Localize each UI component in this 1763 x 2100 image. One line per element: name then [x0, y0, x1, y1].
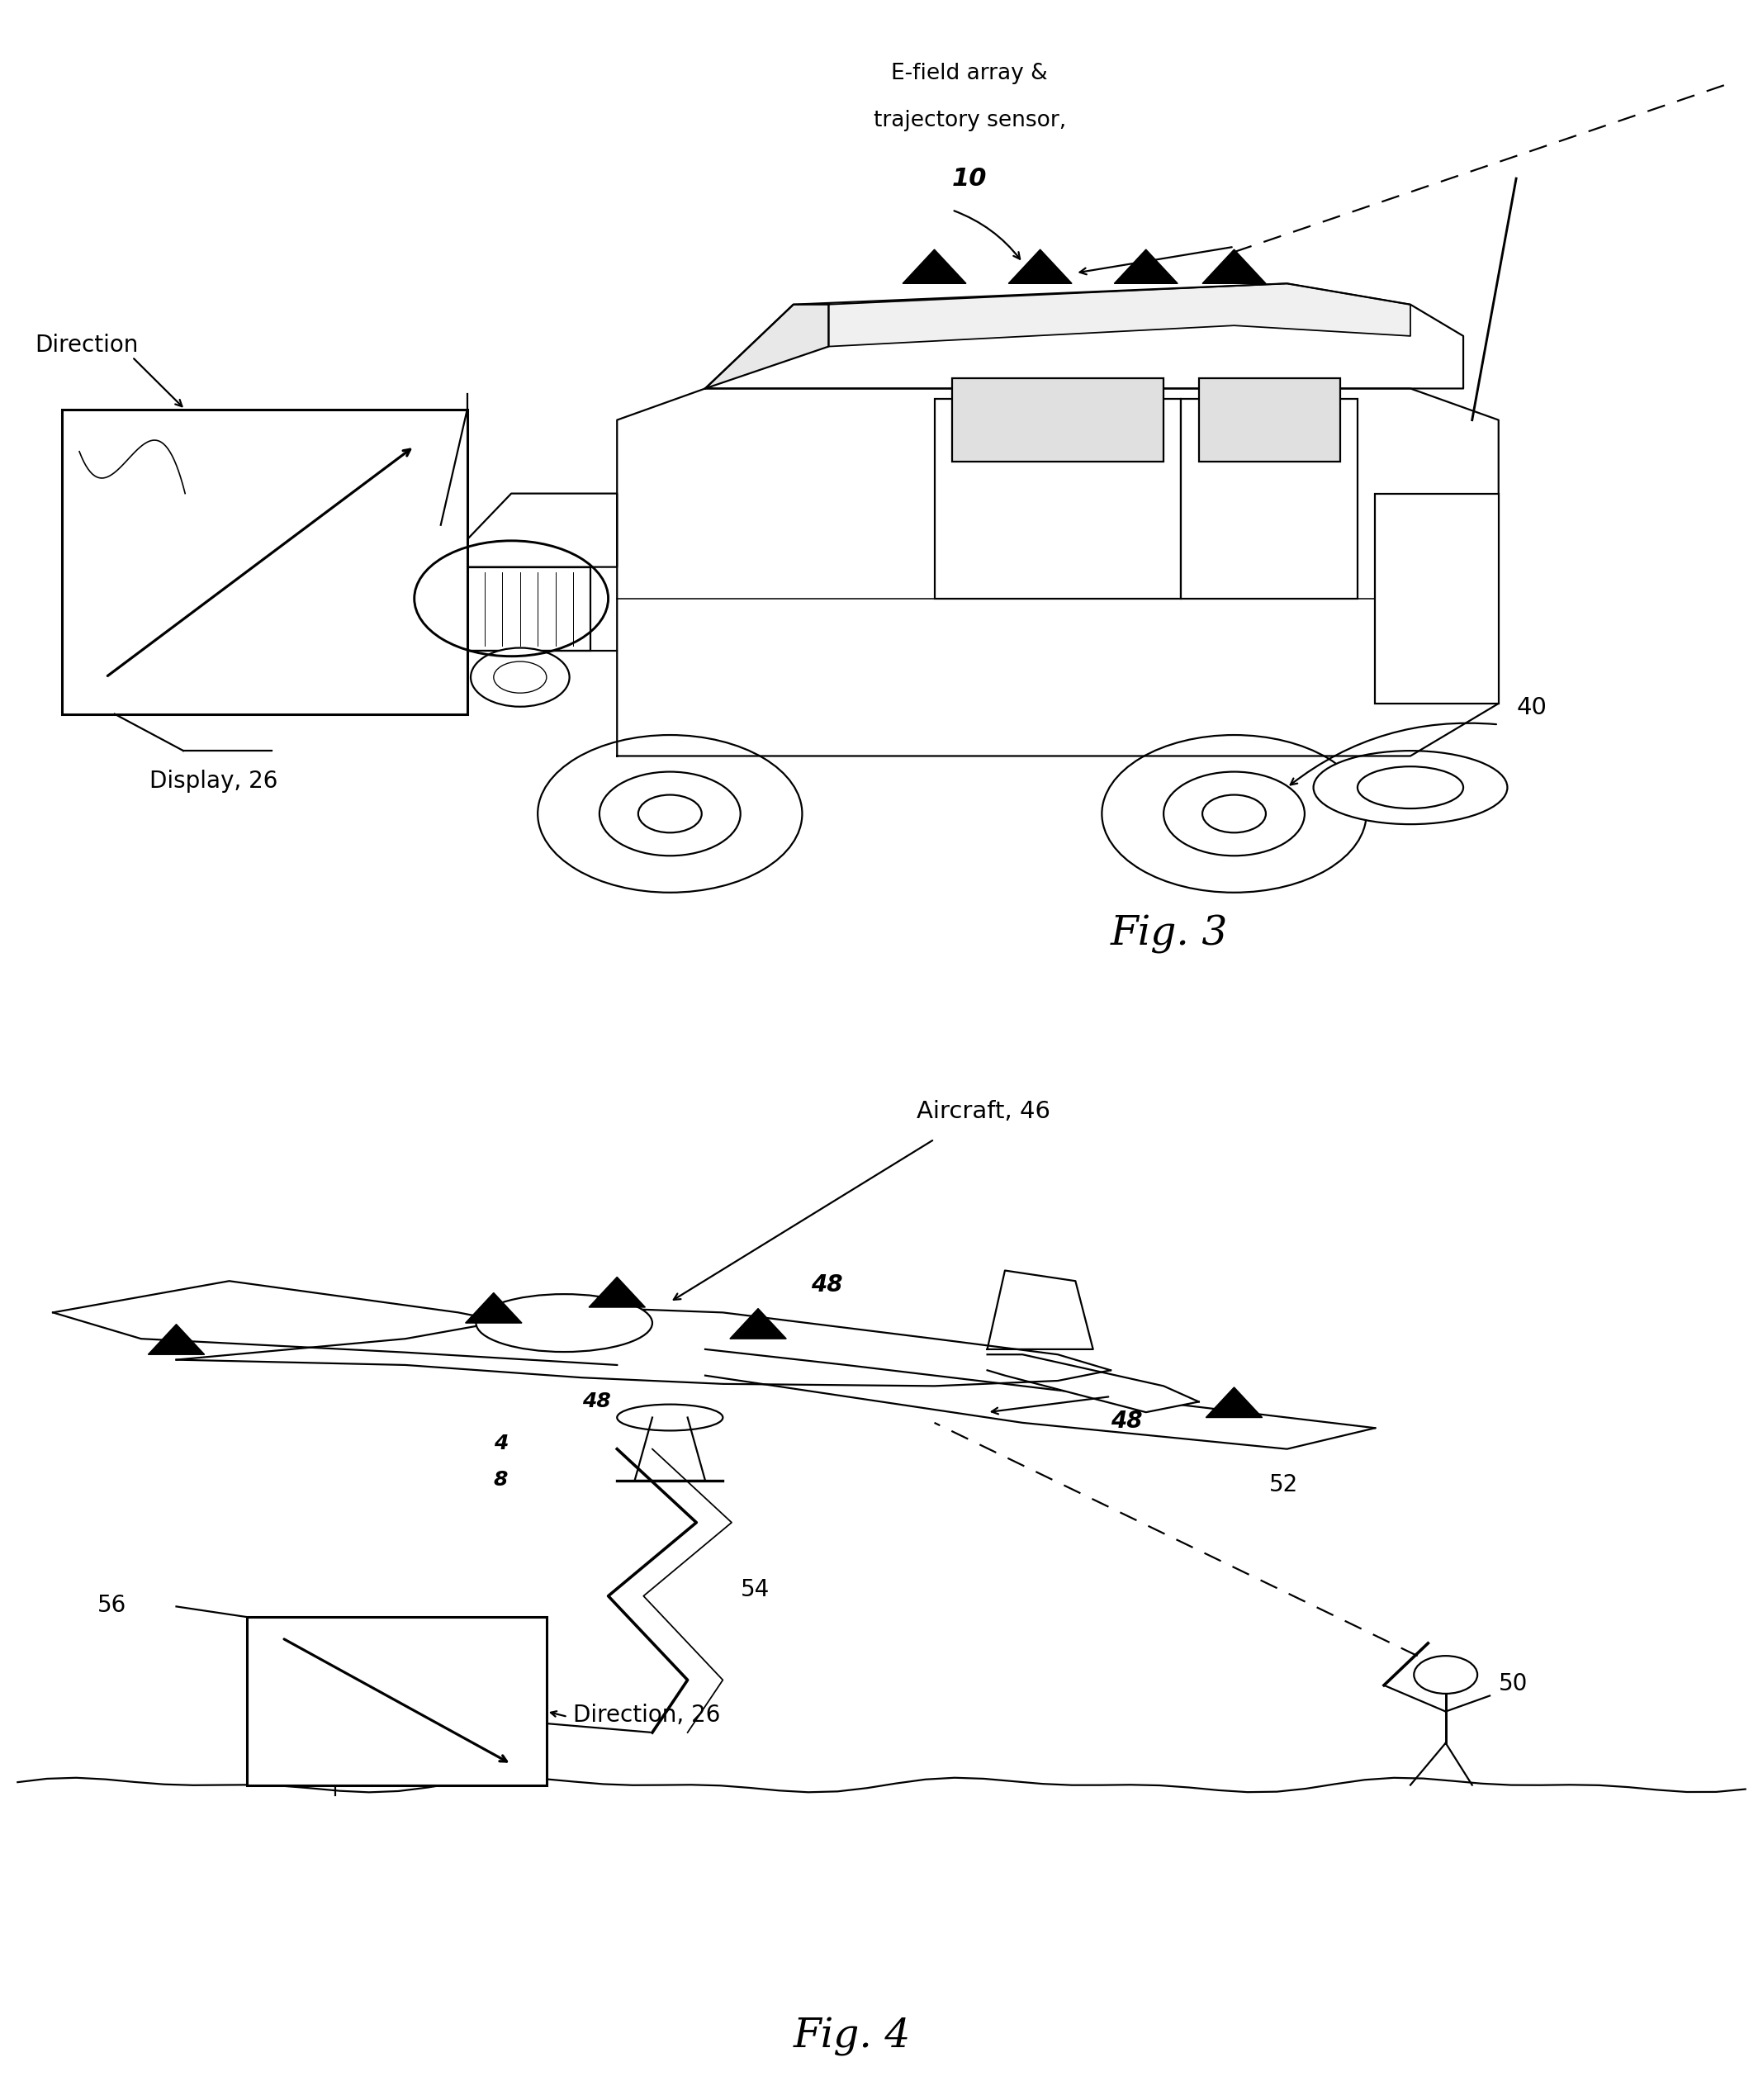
Ellipse shape — [476, 1294, 652, 1352]
Polygon shape — [1008, 250, 1072, 284]
Text: 48: 48 — [811, 1273, 843, 1296]
Bar — [1181, 399, 1358, 598]
Bar — [934, 399, 1181, 598]
Circle shape — [1164, 773, 1305, 857]
Circle shape — [1102, 735, 1366, 893]
Ellipse shape — [617, 1405, 723, 1430]
Text: 48: 48 — [582, 1392, 610, 1411]
Circle shape — [538, 735, 802, 893]
Circle shape — [1202, 796, 1266, 834]
Circle shape — [599, 773, 740, 857]
Circle shape — [638, 796, 702, 834]
Polygon shape — [53, 1281, 617, 1365]
Polygon shape — [705, 304, 829, 388]
Text: E-field array &: E-field array & — [892, 63, 1047, 84]
Text: 8: 8 — [494, 1470, 508, 1489]
Polygon shape — [1114, 250, 1178, 284]
Text: 56: 56 — [97, 1594, 127, 1617]
Polygon shape — [1202, 250, 1266, 284]
Bar — [1375, 494, 1499, 704]
Polygon shape — [176, 1306, 1111, 1386]
Polygon shape — [148, 1325, 205, 1355]
Text: Direction: Direction — [35, 334, 139, 357]
Circle shape — [494, 662, 547, 693]
Text: 52: 52 — [1269, 1472, 1299, 1495]
Text: Display, 26: Display, 26 — [150, 769, 279, 792]
Text: 10: 10 — [952, 166, 987, 191]
Ellipse shape — [1358, 766, 1463, 808]
Polygon shape — [829, 284, 1410, 347]
Text: Fig. 4: Fig. 4 — [793, 2018, 911, 2056]
Polygon shape — [987, 1270, 1093, 1350]
Polygon shape — [617, 388, 1499, 756]
Bar — [458, 567, 591, 651]
Polygon shape — [465, 1294, 522, 1323]
Polygon shape — [903, 250, 966, 284]
Bar — [1199, 378, 1340, 462]
Text: trajectory sensor,: trajectory sensor, — [873, 109, 1067, 132]
Text: Aircraft, 46: Aircraft, 46 — [917, 1100, 1051, 1124]
Text: 54: 54 — [740, 1577, 770, 1600]
Polygon shape — [705, 1350, 1375, 1449]
Text: 48: 48 — [1111, 1409, 1142, 1432]
Text: 4: 4 — [494, 1434, 508, 1453]
Bar — [952, 378, 1164, 462]
Polygon shape — [705, 284, 1463, 388]
Bar — [247, 1617, 547, 1785]
Polygon shape — [987, 1355, 1199, 1413]
Bar — [62, 410, 467, 714]
Circle shape — [471, 647, 569, 708]
Polygon shape — [1206, 1388, 1262, 1418]
Text: Direction, 26: Direction, 26 — [573, 1703, 721, 1726]
Circle shape — [1414, 1655, 1477, 1693]
Text: 40: 40 — [1516, 695, 1546, 718]
Text: 50: 50 — [1499, 1672, 1529, 1695]
Polygon shape — [589, 1277, 645, 1306]
Polygon shape — [730, 1308, 786, 1340]
Ellipse shape — [1313, 752, 1507, 825]
Polygon shape — [441, 494, 617, 567]
Text: Fig. 3: Fig. 3 — [1111, 916, 1229, 953]
